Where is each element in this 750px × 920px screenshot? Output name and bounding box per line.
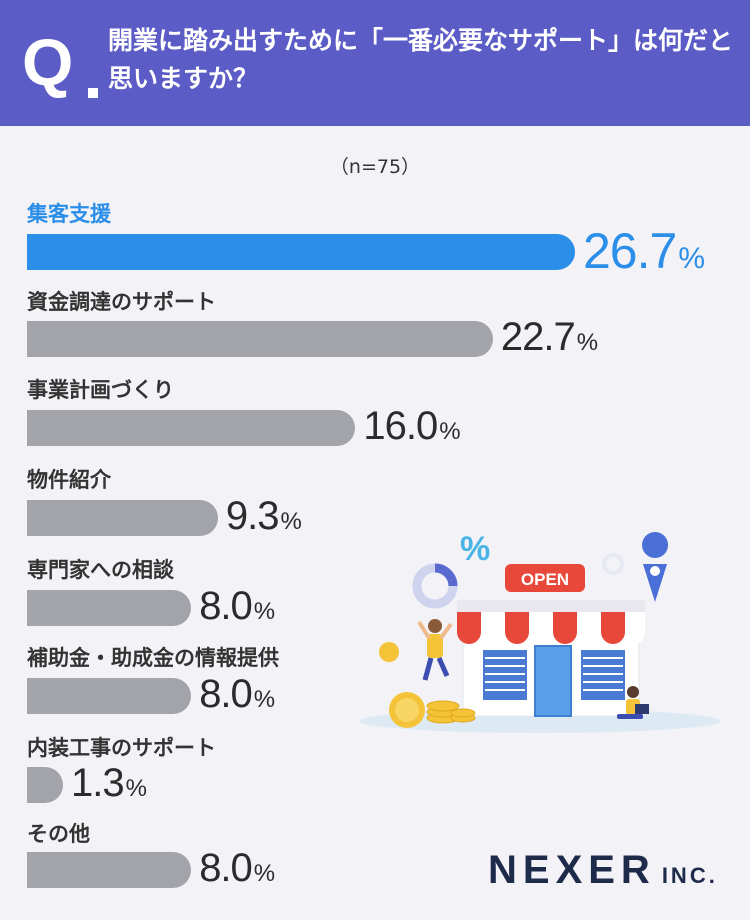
value-number: 26.7 xyxy=(583,223,677,279)
percent-icon: % xyxy=(460,530,490,568)
value-unit: % xyxy=(439,418,461,445)
jumping-person xyxy=(417,619,453,681)
sitting-person xyxy=(617,686,649,719)
coin-stack xyxy=(426,700,476,724)
value-label: 8.0% xyxy=(199,584,275,629)
category-label: 事業計画づくり xyxy=(27,378,174,402)
value-unit: % xyxy=(280,508,302,535)
category-label: 集客支援 xyxy=(27,202,111,226)
bar xyxy=(27,852,192,888)
bar xyxy=(27,678,192,714)
category-label: 資金調達のサポート xyxy=(27,290,216,314)
open-sign xyxy=(505,564,585,592)
value-label: 16.0% xyxy=(363,404,460,449)
logo-main: NEXER xyxy=(488,848,656,892)
value-label: 9.3% xyxy=(226,494,302,539)
bar xyxy=(27,767,63,803)
question-text: 開業に踏み出すために「一番必要なサポート」は何だと思いますか？ xyxy=(108,26,734,93)
coin-icon xyxy=(379,642,399,662)
awning xyxy=(457,612,645,644)
category-label: 内装工事のサポート xyxy=(27,736,216,760)
value-unit: % xyxy=(125,775,147,802)
bar xyxy=(27,234,575,270)
category-label: 補助金・助成金の情報提供 xyxy=(27,646,279,670)
category-label: その他 xyxy=(27,822,90,846)
shop-illustration: % OPEN xyxy=(360,530,720,733)
open-sign-text: OPEN xyxy=(521,570,569,589)
sample-size: （n=75） xyxy=(329,156,421,178)
question-header: Q 開業に踏み出すために「一番必要なサポート」は何だと思いますか？ xyxy=(0,0,750,126)
bar xyxy=(27,410,356,446)
company-logo: NEXER INC. xyxy=(488,848,718,893)
category-label: 専門家への相談 xyxy=(27,558,174,582)
value-number: 9.3 xyxy=(225,494,280,538)
bar xyxy=(27,590,192,626)
value-number: 8.0 xyxy=(199,672,253,716)
value-unit: % xyxy=(678,242,706,275)
value-number: 22.7 xyxy=(500,315,576,359)
bar xyxy=(27,500,218,536)
value-label: 22.7% xyxy=(501,315,598,360)
map-pin-icon xyxy=(642,532,669,558)
value-number: 8.0 xyxy=(199,584,253,628)
value-label: 1.3% xyxy=(71,761,147,806)
value-label: 8.0% xyxy=(199,846,275,891)
bar xyxy=(27,321,493,357)
value-number: 1.3 xyxy=(71,761,125,805)
question-mark: Q xyxy=(22,25,74,99)
value-unit: % xyxy=(576,329,599,356)
gear-icon xyxy=(602,553,624,575)
value-unit: % xyxy=(253,860,276,887)
value-number: 8.0 xyxy=(199,846,253,890)
value-label: 26.7% xyxy=(583,222,705,280)
question-dot xyxy=(88,88,98,98)
store-door xyxy=(534,645,572,717)
value-number: 16.0 xyxy=(363,404,438,448)
category-label: 物件紹介 xyxy=(27,468,111,492)
value-unit: % xyxy=(253,598,276,625)
logo-sub: INC. xyxy=(661,863,718,888)
value-unit: % xyxy=(253,686,276,713)
value-label: 8.0% xyxy=(199,672,275,717)
